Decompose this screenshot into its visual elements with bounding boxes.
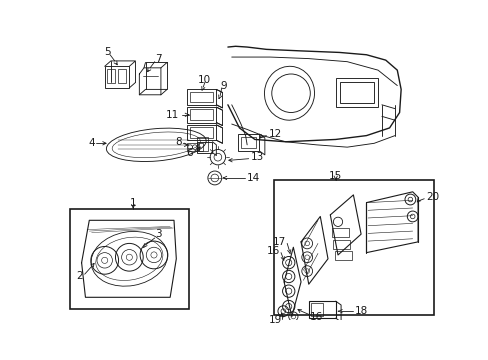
Text: 10: 10 <box>198 75 211 85</box>
Text: 20: 20 <box>426 192 439 202</box>
Text: 12: 12 <box>268 129 282 139</box>
Bar <box>238 134 259 151</box>
Bar <box>331 228 348 237</box>
Bar <box>70 209 189 309</box>
Bar <box>333 239 349 249</box>
Bar <box>187 143 198 151</box>
Text: 19: 19 <box>268 315 281 325</box>
Text: 11: 11 <box>166 110 179 120</box>
Bar <box>308 301 335 318</box>
Text: 9: 9 <box>220 81 227 91</box>
Bar <box>241 137 256 148</box>
Text: 6: 6 <box>186 148 193 158</box>
Text: 8: 8 <box>175 137 182 147</box>
Text: 14: 14 <box>246 173 260 183</box>
Text: 17: 17 <box>272 237 285 247</box>
Bar <box>118 69 126 83</box>
Bar <box>197 137 207 151</box>
Text: 1: 1 <box>130 198 136 208</box>
Text: 13: 13 <box>250 152 264 162</box>
Bar <box>339 82 373 103</box>
Text: 16: 16 <box>309 311 323 321</box>
Bar <box>104 66 129 88</box>
Text: 4: 4 <box>88 138 95 148</box>
Text: 2: 2 <box>76 271 82 281</box>
Bar <box>310 303 323 316</box>
Bar <box>190 92 213 103</box>
Text: 18: 18 <box>354 306 367 316</box>
Bar <box>334 251 351 260</box>
Bar <box>198 143 203 151</box>
Bar <box>335 78 377 107</box>
Text: 15: 15 <box>328 171 342 181</box>
Bar <box>187 125 216 140</box>
Text: 3: 3 <box>155 229 162 239</box>
Bar <box>107 69 115 83</box>
Bar <box>187 89 216 105</box>
Bar <box>190 127 213 138</box>
Text: 5: 5 <box>103 48 110 58</box>
Bar <box>197 142 212 153</box>
Text: 7: 7 <box>155 54 162 64</box>
Bar <box>190 109 213 120</box>
Bar <box>187 107 216 122</box>
Text: 16: 16 <box>266 246 280 256</box>
Bar <box>274 180 433 315</box>
